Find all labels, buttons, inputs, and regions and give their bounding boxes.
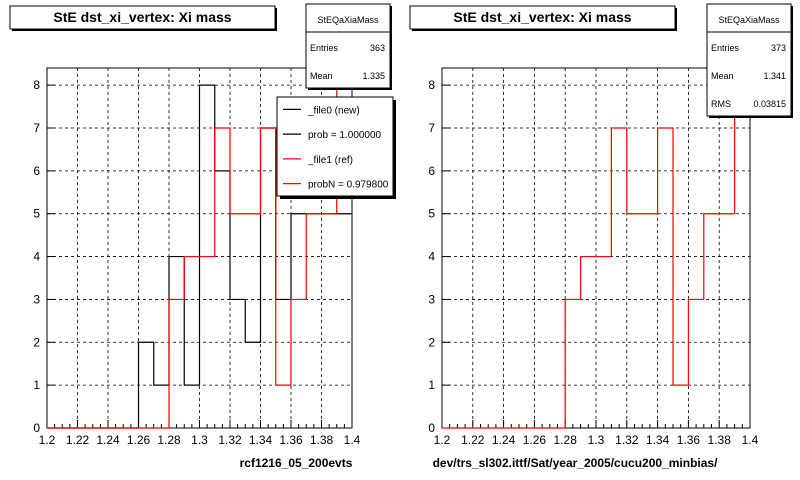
chart-title: StE dst_xi_vertex: Xi mass [53, 9, 231, 25]
x-tick-label: 1.32 [615, 433, 639, 447]
x-tick-label: 1.22 [461, 433, 485, 447]
stats-title: StEQaXiaMass [718, 15, 780, 25]
y-tick-label: 5 [33, 207, 40, 221]
stats-value: 1.335 [362, 71, 385, 81]
stats-label: Entries [711, 43, 740, 53]
legend-label: prob = 1.000000 [308, 130, 382, 141]
x-tick-label: 1.2 [434, 433, 451, 447]
x-axis-label: rcf1216_05_200evts [240, 456, 353, 470]
chart-title: StE dst_xi_vertex: Xi mass [453, 9, 631, 25]
stats-value: 0.03815 [753, 99, 786, 109]
x-tick-label: 1.4 [742, 433, 759, 447]
x-tick-label: 1.28 [554, 433, 578, 447]
legend-label: _file0 (new) [307, 105, 360, 116]
y-tick-label: 0 [33, 421, 40, 435]
x-tick-label: 1.32 [218, 433, 242, 447]
stats-box [305, 3, 391, 89]
stats-value: 373 [771, 43, 786, 53]
stats-value: 363 [370, 43, 385, 53]
histogram-series-2 [47, 84, 352, 429]
chart-panel-1: 1.2 1.22 1.24 1.26 1.28 1.3 1.32 1.34 1.36 1.38 1.… [9, 3, 396, 470]
x-tick-label: 1.26 [523, 433, 547, 447]
y-tick-label: 1 [428, 378, 435, 392]
x-tick-label: 1.22 [66, 433, 90, 447]
x-tick-label: 1.28 [157, 433, 181, 447]
y-tick-label: 8 [33, 78, 40, 92]
x-tick-label: 1.26 [127, 433, 151, 447]
x-tick-label: 1.36 [677, 433, 701, 447]
x-tick-label: 1.2 [39, 433, 56, 447]
y-tick-label: 0 [428, 421, 435, 435]
x-tick-label: 1.3 [588, 433, 605, 447]
y-tick-label: 4 [428, 250, 435, 264]
x-axis-label: dev/trs_sl302.ittf/Sat/year_2005/cucu200… [433, 456, 718, 470]
stats-label: Mean [711, 71, 734, 81]
stats-box [706, 3, 792, 117]
histogram-series-1 [442, 84, 750, 429]
x-tick-label: 1.3 [191, 433, 208, 447]
x-tick-label: 1.34 [646, 433, 670, 447]
legend-label: probN = 0.979800 [308, 180, 389, 191]
y-tick-label: 4 [33, 250, 40, 264]
y-tick-label: 5 [428, 207, 435, 221]
stats-label: Entries [310, 43, 339, 53]
stats-value: 1.341 [763, 71, 786, 81]
y-tick-label: 7 [33, 121, 40, 135]
x-tick-label: 1.24 [492, 433, 516, 447]
y-tick-label: 7 [428, 121, 435, 135]
stats-label: Mean [310, 71, 333, 81]
y-tick-label: 3 [33, 292, 40, 306]
title-box [409, 5, 676, 30]
title-box [9, 5, 276, 30]
stats-title: StEQaXiaMass [317, 15, 379, 25]
x-tick-label: 1.38 [310, 433, 334, 447]
y-tick-label: 8 [428, 78, 435, 92]
y-tick-label: 3 [428, 292, 435, 306]
y-tick-label: 6 [428, 164, 435, 178]
y-tick-label: 1 [33, 378, 40, 392]
x-tick-label: 1.36 [279, 433, 303, 447]
legend-label: _file1 (ref) [307, 155, 353, 166]
x-tick-label: 1.4 [344, 433, 361, 447]
x-tick-label: 1.38 [708, 433, 732, 447]
y-tick-label: 2 [33, 335, 40, 349]
stats-label: RMS [711, 99, 731, 109]
y-tick-label: 6 [33, 164, 40, 178]
x-tick-label: 1.24 [96, 433, 120, 447]
legend: _file0 (new) prob = 1.000000 _file1 (ref) p… [276, 96, 396, 199]
chart-panel-2: 1.2 1.22 1.24 1.26 1.28 1.3 1.32 1.34 1.36 1.38 1.… [409, 3, 793, 470]
x-tick-label: 1.34 [249, 433, 273, 447]
y-tick-label: 2 [428, 335, 435, 349]
legend-box [276, 96, 394, 197]
